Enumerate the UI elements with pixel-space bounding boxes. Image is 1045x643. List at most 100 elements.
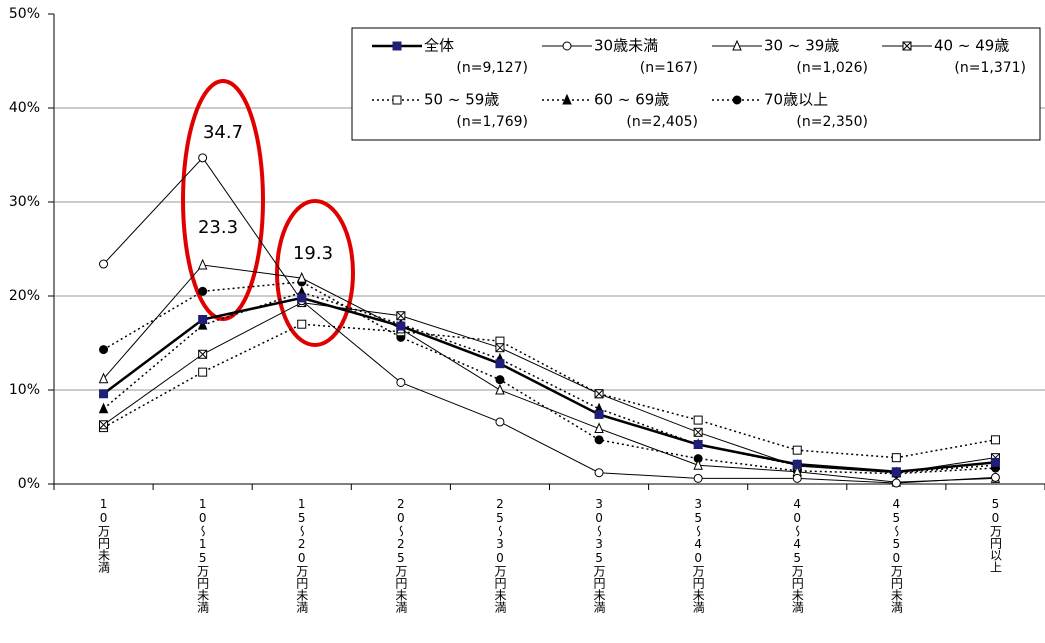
highlight-ellipse bbox=[275, 199, 355, 347]
marker-cross bbox=[594, 389, 604, 399]
series-line bbox=[102, 296, 996, 474]
marker-cross bbox=[198, 349, 208, 359]
y-tick-label: 30% bbox=[9, 194, 40, 210]
marker bbox=[392, 95, 402, 105]
series-line bbox=[103, 264, 996, 483]
series bbox=[99, 319, 1000, 463]
legend-item: 40 ~ 49歳 (n=1,371) bbox=[882, 37, 1026, 76]
marker bbox=[732, 39, 742, 51]
series-line bbox=[103, 157, 996, 484]
marker bbox=[594, 435, 604, 445]
highlight-ellipse bbox=[181, 79, 265, 321]
marker-cross bbox=[902, 41, 912, 51]
marker bbox=[297, 319, 307, 329]
marker bbox=[594, 409, 604, 419]
x-tick-label: 20～25万円未満 bbox=[394, 497, 408, 614]
series-line bbox=[103, 323, 996, 459]
legend-sample: (n=2,405) bbox=[626, 114, 698, 130]
marker bbox=[396, 321, 406, 331]
series bbox=[98, 258, 1001, 487]
series-line bbox=[103, 291, 996, 474]
series bbox=[99, 153, 1000, 488]
legend-sample: (n=1,026) bbox=[796, 60, 868, 76]
marker bbox=[990, 472, 1000, 482]
marker bbox=[99, 389, 109, 399]
marker bbox=[562, 41, 572, 51]
marker bbox=[891, 453, 901, 463]
legend-item: 30歳未満 (n=167) bbox=[542, 37, 698, 76]
x-tick-label: 40～45万円未満 bbox=[790, 497, 804, 614]
marker bbox=[562, 93, 572, 105]
legend-label: 70歳以上 bbox=[764, 91, 828, 109]
marker bbox=[198, 153, 208, 163]
legend-sample: (n=2,350) bbox=[796, 114, 868, 130]
marker bbox=[297, 293, 307, 303]
legend-label: 40 ~ 49歳 bbox=[934, 37, 1009, 55]
marker bbox=[693, 440, 703, 450]
marker bbox=[792, 445, 802, 455]
x-tick-label: 10万円未満 bbox=[97, 497, 111, 574]
x-tick-label: 50万円以上 bbox=[988, 497, 1002, 573]
marker bbox=[495, 383, 505, 395]
x-tick-label: 10～15万円未満 bbox=[196, 497, 210, 614]
y-tick-label: 0% bbox=[18, 476, 40, 492]
marker bbox=[296, 271, 307, 283]
legend-label: 30歳未満 bbox=[594, 37, 658, 55]
marker-cross bbox=[99, 420, 108, 430]
series-line bbox=[103, 302, 996, 474]
marker bbox=[990, 435, 1000, 445]
marker bbox=[99, 259, 109, 269]
legend-item: 50 ~ 59歳 (n=1,769) bbox=[372, 91, 528, 130]
marker bbox=[392, 41, 402, 51]
marker bbox=[792, 473, 802, 483]
y-tick-label: 20% bbox=[9, 288, 40, 304]
marker bbox=[396, 377, 406, 387]
marker bbox=[594, 468, 604, 478]
marker bbox=[792, 459, 802, 469]
marker bbox=[198, 286, 208, 296]
x-tick-label: 30～35万円未満 bbox=[592, 497, 606, 614]
marker bbox=[693, 415, 703, 425]
marker bbox=[197, 258, 208, 270]
legend-sample: (n=1,769) bbox=[456, 114, 528, 130]
series bbox=[99, 293, 1000, 477]
marker bbox=[594, 422, 604, 434]
marker bbox=[197, 318, 208, 330]
marker bbox=[495, 359, 505, 369]
marker bbox=[891, 478, 901, 488]
marker bbox=[693, 458, 703, 470]
legend-item: 30 ~ 39歳 (n=1,026) bbox=[712, 37, 868, 76]
marker bbox=[98, 402, 109, 414]
marker bbox=[495, 417, 505, 427]
y-tick-label: 10% bbox=[9, 382, 40, 398]
series bbox=[99, 298, 1000, 478]
legend-label: 50 ~ 59歳 bbox=[424, 91, 499, 109]
marker bbox=[198, 367, 208, 377]
x-tick-label: 45～50万円未満 bbox=[889, 497, 903, 614]
legend-label: 全体 bbox=[424, 37, 454, 55]
marker bbox=[891, 467, 901, 477]
marker bbox=[732, 95, 742, 105]
legend-label: 30 ~ 39歳 bbox=[764, 37, 839, 55]
legend-item: 60 ~ 69歳 (n=2,405) bbox=[542, 91, 698, 130]
legend-sample: (n=167) bbox=[640, 60, 698, 76]
legend-item: 全体(n=9,127) bbox=[372, 37, 528, 76]
x-tick-label: 35～40万円未満 bbox=[691, 497, 705, 614]
annotation: 34.7 bbox=[203, 122, 243, 143]
marker-cross bbox=[693, 427, 703, 437]
marker bbox=[693, 473, 703, 483]
legend-label: 60 ~ 69歳 bbox=[594, 91, 669, 109]
y-tick-label: 40% bbox=[9, 100, 40, 116]
marker-cross bbox=[396, 311, 406, 321]
annotation: 23.3 bbox=[198, 217, 238, 238]
legend-sample: (n=9,127) bbox=[456, 60, 528, 76]
marker bbox=[990, 457, 1000, 467]
x-tick-label: 15～20万円未満 bbox=[295, 497, 309, 614]
legend-item: 70歳以上 (n=2,350) bbox=[712, 91, 868, 130]
marker bbox=[495, 375, 505, 385]
annotation: 19.3 bbox=[293, 243, 333, 264]
marker bbox=[98, 372, 109, 384]
legend-box bbox=[351, 27, 1041, 141]
marker bbox=[99, 345, 109, 355]
